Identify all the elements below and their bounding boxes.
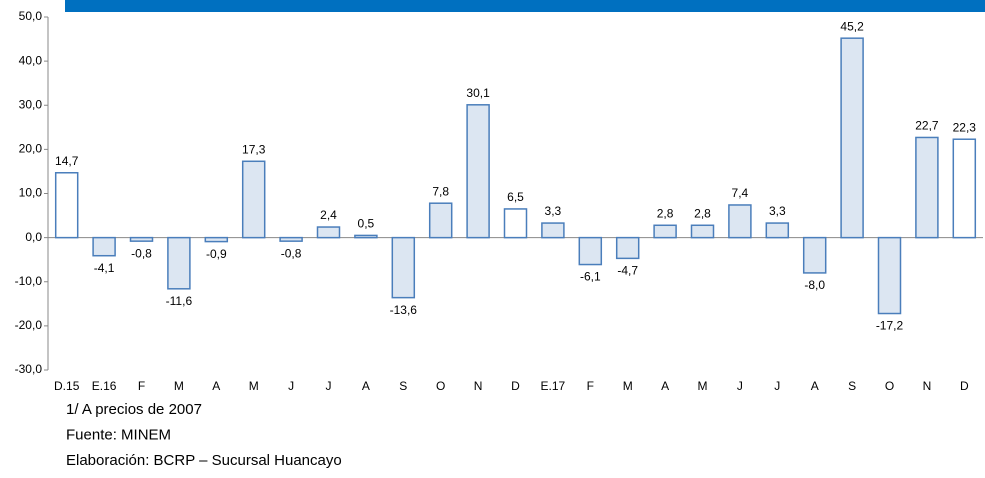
y-tick-label: -30,0 bbox=[15, 362, 43, 376]
data-label: 2,8 bbox=[694, 206, 711, 220]
data-label: 7,8 bbox=[432, 184, 449, 198]
x-tick-label: A bbox=[661, 379, 669, 393]
data-label: 2,4 bbox=[320, 208, 337, 222]
x-tick-label: M bbox=[623, 379, 633, 393]
bar bbox=[204, 236, 229, 243]
y-tick-label: 50,0 bbox=[19, 9, 43, 23]
x-tick-label: A bbox=[212, 379, 220, 393]
data-label: 6,5 bbox=[507, 190, 524, 204]
footnote: Fuente: MINEM bbox=[66, 426, 171, 443]
data-label: -4,1 bbox=[94, 261, 115, 275]
bar bbox=[802, 236, 827, 274]
data-label: -6,1 bbox=[580, 270, 601, 284]
x-tick-label: D bbox=[960, 379, 969, 393]
footnote: Elaboración: BCRP – Sucursal Huancayo bbox=[66, 452, 342, 469]
x-tick-label: E.17 bbox=[541, 379, 566, 393]
x-tick-label: F bbox=[138, 379, 145, 393]
x-tick-label: M bbox=[174, 379, 184, 393]
data-label: -17,2 bbox=[876, 319, 904, 333]
data-label: 14,7 bbox=[55, 154, 79, 168]
data-label: -13,6 bbox=[390, 303, 418, 317]
x-tick-label: D bbox=[511, 379, 520, 393]
y-tick-label: -10,0 bbox=[15, 274, 43, 288]
bar bbox=[54, 172, 79, 239]
y-tick-label: 40,0 bbox=[19, 53, 43, 67]
x-tick-label: M bbox=[698, 379, 708, 393]
data-label: -8,0 bbox=[804, 278, 825, 292]
x-tick-label: J bbox=[288, 379, 294, 393]
x-tick-label: O bbox=[436, 379, 445, 393]
bar bbox=[503, 208, 528, 239]
data-label: 17,3 bbox=[242, 142, 266, 156]
data-label: 3,3 bbox=[545, 204, 562, 218]
bar bbox=[765, 222, 790, 239]
x-tick-label: E.16 bbox=[92, 379, 117, 393]
bar bbox=[840, 37, 864, 239]
x-tick-label: A bbox=[811, 379, 819, 393]
bar bbox=[354, 234, 378, 239]
bar bbox=[241, 160, 266, 239]
bar bbox=[541, 222, 565, 239]
data-label: 0,5 bbox=[358, 217, 375, 231]
x-tick-label: S bbox=[399, 379, 407, 393]
data-label: 45,2 bbox=[840, 19, 864, 33]
y-tick-label: 0,0 bbox=[25, 230, 42, 244]
bar bbox=[690, 224, 715, 239]
y-tick-label: -20,0 bbox=[15, 318, 43, 332]
y-tick-label: 30,0 bbox=[19, 97, 43, 111]
y-tick-label: 20,0 bbox=[19, 142, 43, 156]
x-tick-label: S bbox=[848, 379, 856, 393]
x-tick-label: M bbox=[249, 379, 259, 393]
bar bbox=[615, 236, 640, 260]
data-label: 2,8 bbox=[657, 206, 674, 220]
y-tick-label: 10,0 bbox=[19, 186, 43, 200]
footnote: 1/ A precios de 2007 bbox=[66, 401, 202, 418]
data-label: 7,4 bbox=[732, 186, 749, 200]
data-label: 22,3 bbox=[953, 120, 977, 134]
x-tick-label: N bbox=[474, 379, 483, 393]
x-tick-label: O bbox=[885, 379, 894, 393]
bar bbox=[952, 138, 977, 239]
bar bbox=[279, 236, 303, 242]
data-label: -4,7 bbox=[617, 264, 638, 278]
x-tick-label: J bbox=[774, 379, 780, 393]
bar bbox=[578, 236, 603, 266]
bar bbox=[466, 104, 490, 239]
data-label: -0,8 bbox=[131, 246, 152, 260]
bar bbox=[391, 236, 416, 299]
data-label: 30,1 bbox=[466, 86, 490, 100]
bar bbox=[915, 136, 939, 239]
data-label: 3,3 bbox=[769, 204, 786, 218]
header-bar bbox=[65, 0, 985, 12]
bar bbox=[92, 236, 116, 257]
bar bbox=[167, 236, 191, 290]
bar bbox=[129, 236, 154, 242]
x-tick-label: D.15 bbox=[54, 379, 80, 393]
x-tick-label: J bbox=[326, 379, 332, 393]
data-label: -0,8 bbox=[281, 246, 302, 260]
data-label: -0,9 bbox=[206, 247, 227, 261]
bar bbox=[428, 202, 453, 239]
data-label: -11,6 bbox=[166, 294, 193, 308]
x-tick-label: F bbox=[587, 379, 594, 393]
bar bbox=[316, 226, 341, 239]
bar bbox=[653, 224, 677, 239]
bar bbox=[728, 204, 752, 239]
data-label: 22,7 bbox=[915, 119, 939, 133]
x-tick-label: N bbox=[923, 379, 932, 393]
x-tick-label: A bbox=[362, 379, 370, 393]
x-tick-label: J bbox=[737, 379, 743, 393]
bar bbox=[877, 236, 902, 315]
